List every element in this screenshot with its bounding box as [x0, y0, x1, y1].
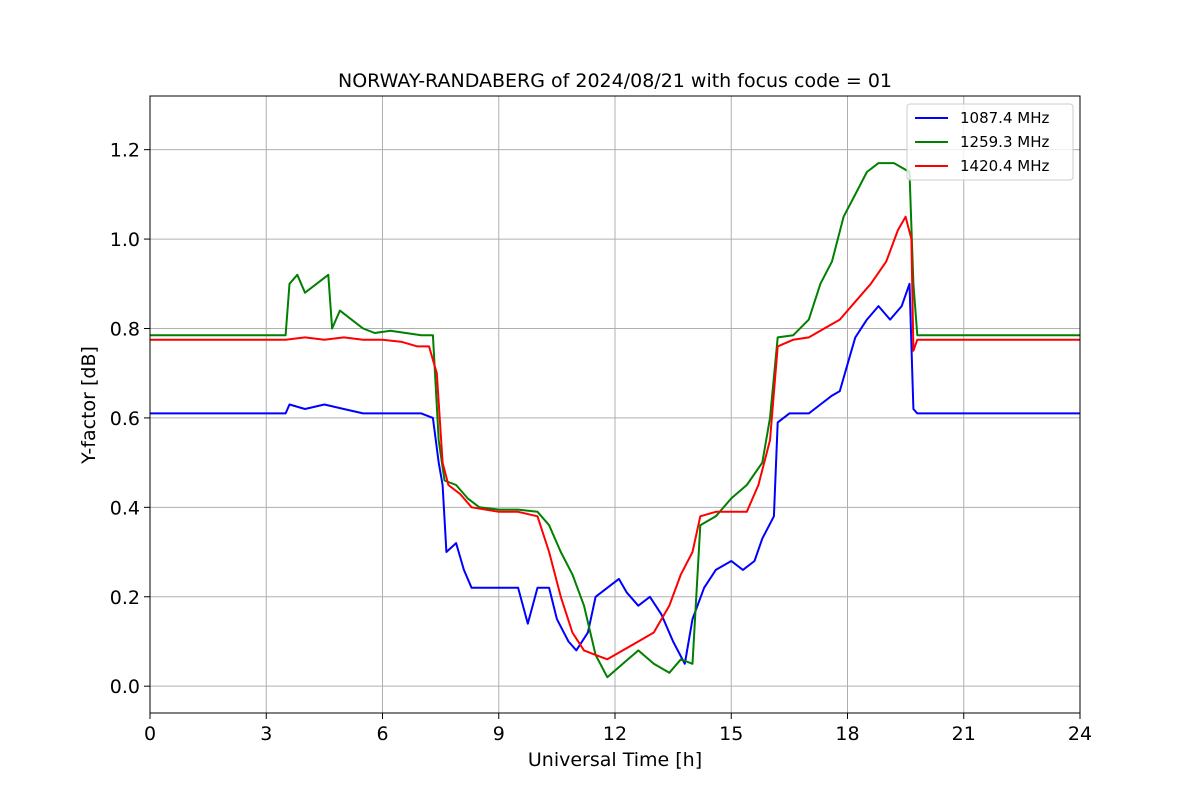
x-axis-label: Universal Time [h] [528, 749, 702, 771]
chart-title: NORWAY-RANDABERG of 2024/08/21 with focu… [338, 70, 892, 92]
y-tick-label: 0.8 [110, 318, 140, 340]
legend-label: 1259.3 MHz [960, 133, 1049, 151]
x-tick-label: 3 [260, 723, 272, 745]
x-tick-label: 18 [835, 723, 859, 745]
y-tick-label: 0.2 [110, 587, 140, 609]
x-tick-label: 9 [493, 723, 505, 745]
series-layer [150, 162, 1080, 679]
legend-label: 1420.4 MHz [960, 157, 1049, 175]
series-line-1 [150, 282, 1080, 665]
x-tick-label: 0 [144, 723, 156, 745]
x-tick-label: 6 [376, 723, 388, 745]
y-axis-label: Y-factor [dB] [78, 346, 100, 465]
y-tick-label: 0.0 [110, 676, 140, 698]
ticks: 0 3 6 9 12 15 18 21 24 0.0 0.2 0.4 0.6 0.8 1.0 1.2 [110, 140, 1092, 745]
x-tick-label: 12 [603, 723, 627, 745]
y-tick-label: 1.0 [110, 229, 140, 251]
y-tick-label: 1.2 [110, 140, 140, 162]
y-tick-label: 0.4 [110, 497, 140, 519]
x-tick-label: 15 [719, 723, 743, 745]
x-tick-label: 21 [952, 723, 976, 745]
legend-box [906, 103, 1074, 181]
legend-label: 1087.4 MHz [960, 109, 1049, 127]
x-tick-label: 24 [1068, 723, 1092, 745]
legend: 1087.4 MHz 1259.3 MHz 1420.4 MHz [906, 103, 1074, 181]
y-tick-label: 0.6 [110, 408, 140, 430]
series-line-3 [150, 215, 1080, 661]
